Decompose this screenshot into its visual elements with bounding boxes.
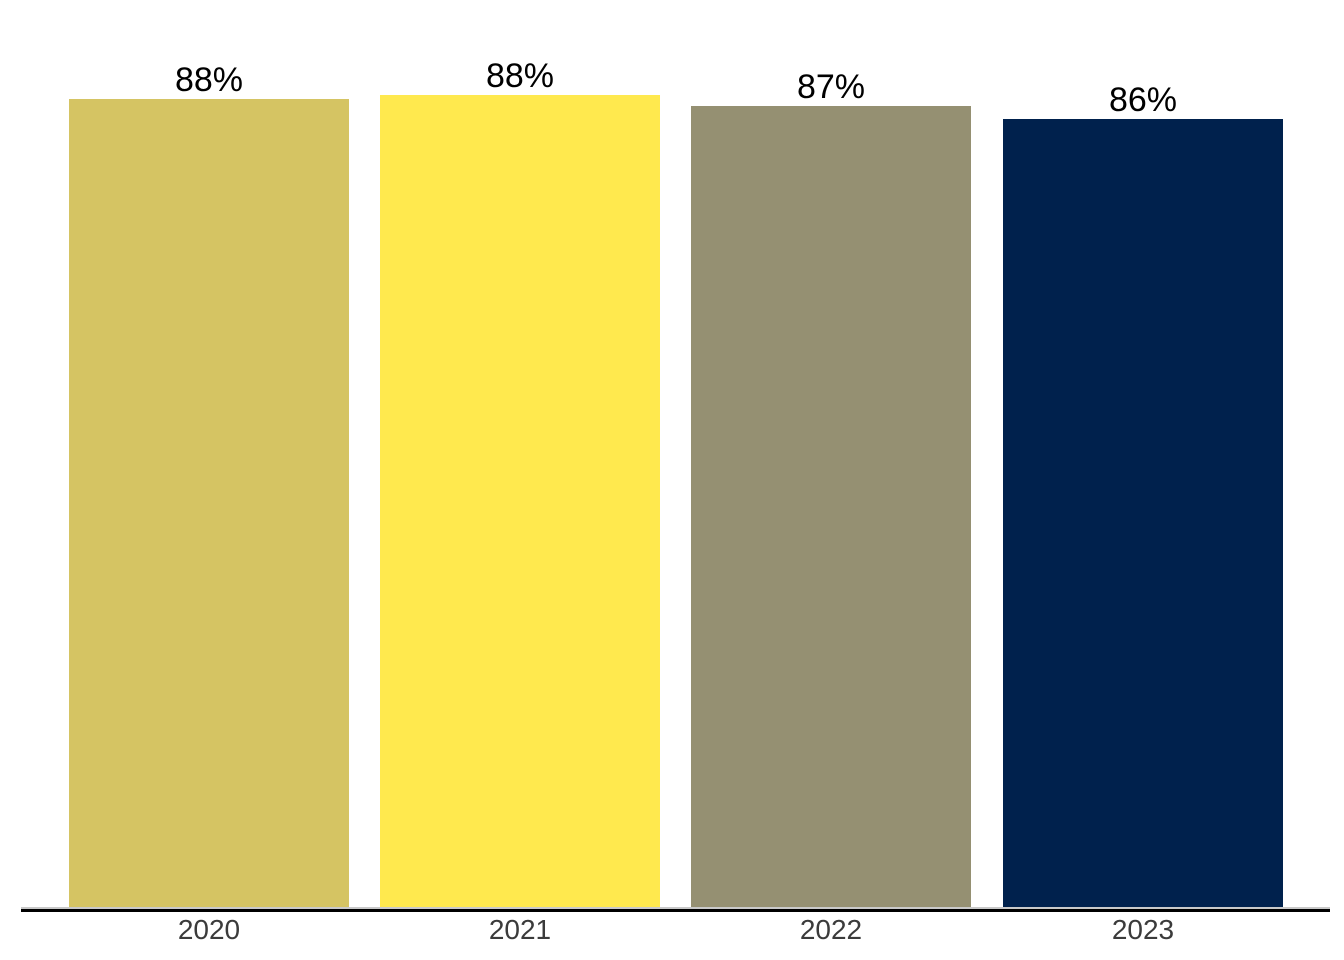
bar-group-2023: 86% 2023 bbox=[1003, 0, 1283, 960]
bar-2023 bbox=[1003, 119, 1283, 908]
bar-value-label: 86% bbox=[1108, 81, 1178, 119]
x-axis-line-highlight bbox=[21, 907, 1330, 909]
x-axis-line bbox=[21, 909, 1330, 912]
x-axis-tick-label: 2021 bbox=[488, 914, 552, 945]
bar-value-label: 88% bbox=[174, 60, 244, 99]
x-axis-tick-label: 2022 bbox=[799, 914, 863, 945]
bar-value-label: 88% bbox=[485, 57, 555, 95]
bar-group-2022: 87% 2022 bbox=[691, 0, 971, 960]
bar-group-2020: 88% 2020 bbox=[69, 0, 349, 960]
x-axis-tick-label: 2020 bbox=[177, 914, 241, 945]
bar-2022 bbox=[691, 106, 971, 908]
x-axis-tick-label: 2023 bbox=[1111, 914, 1175, 945]
bar-2020 bbox=[69, 98, 349, 908]
bar-group-2021: 88% 2021 bbox=[380, 0, 660, 960]
bar-value-label: 87% bbox=[796, 68, 866, 107]
bar-2021 bbox=[380, 95, 660, 908]
